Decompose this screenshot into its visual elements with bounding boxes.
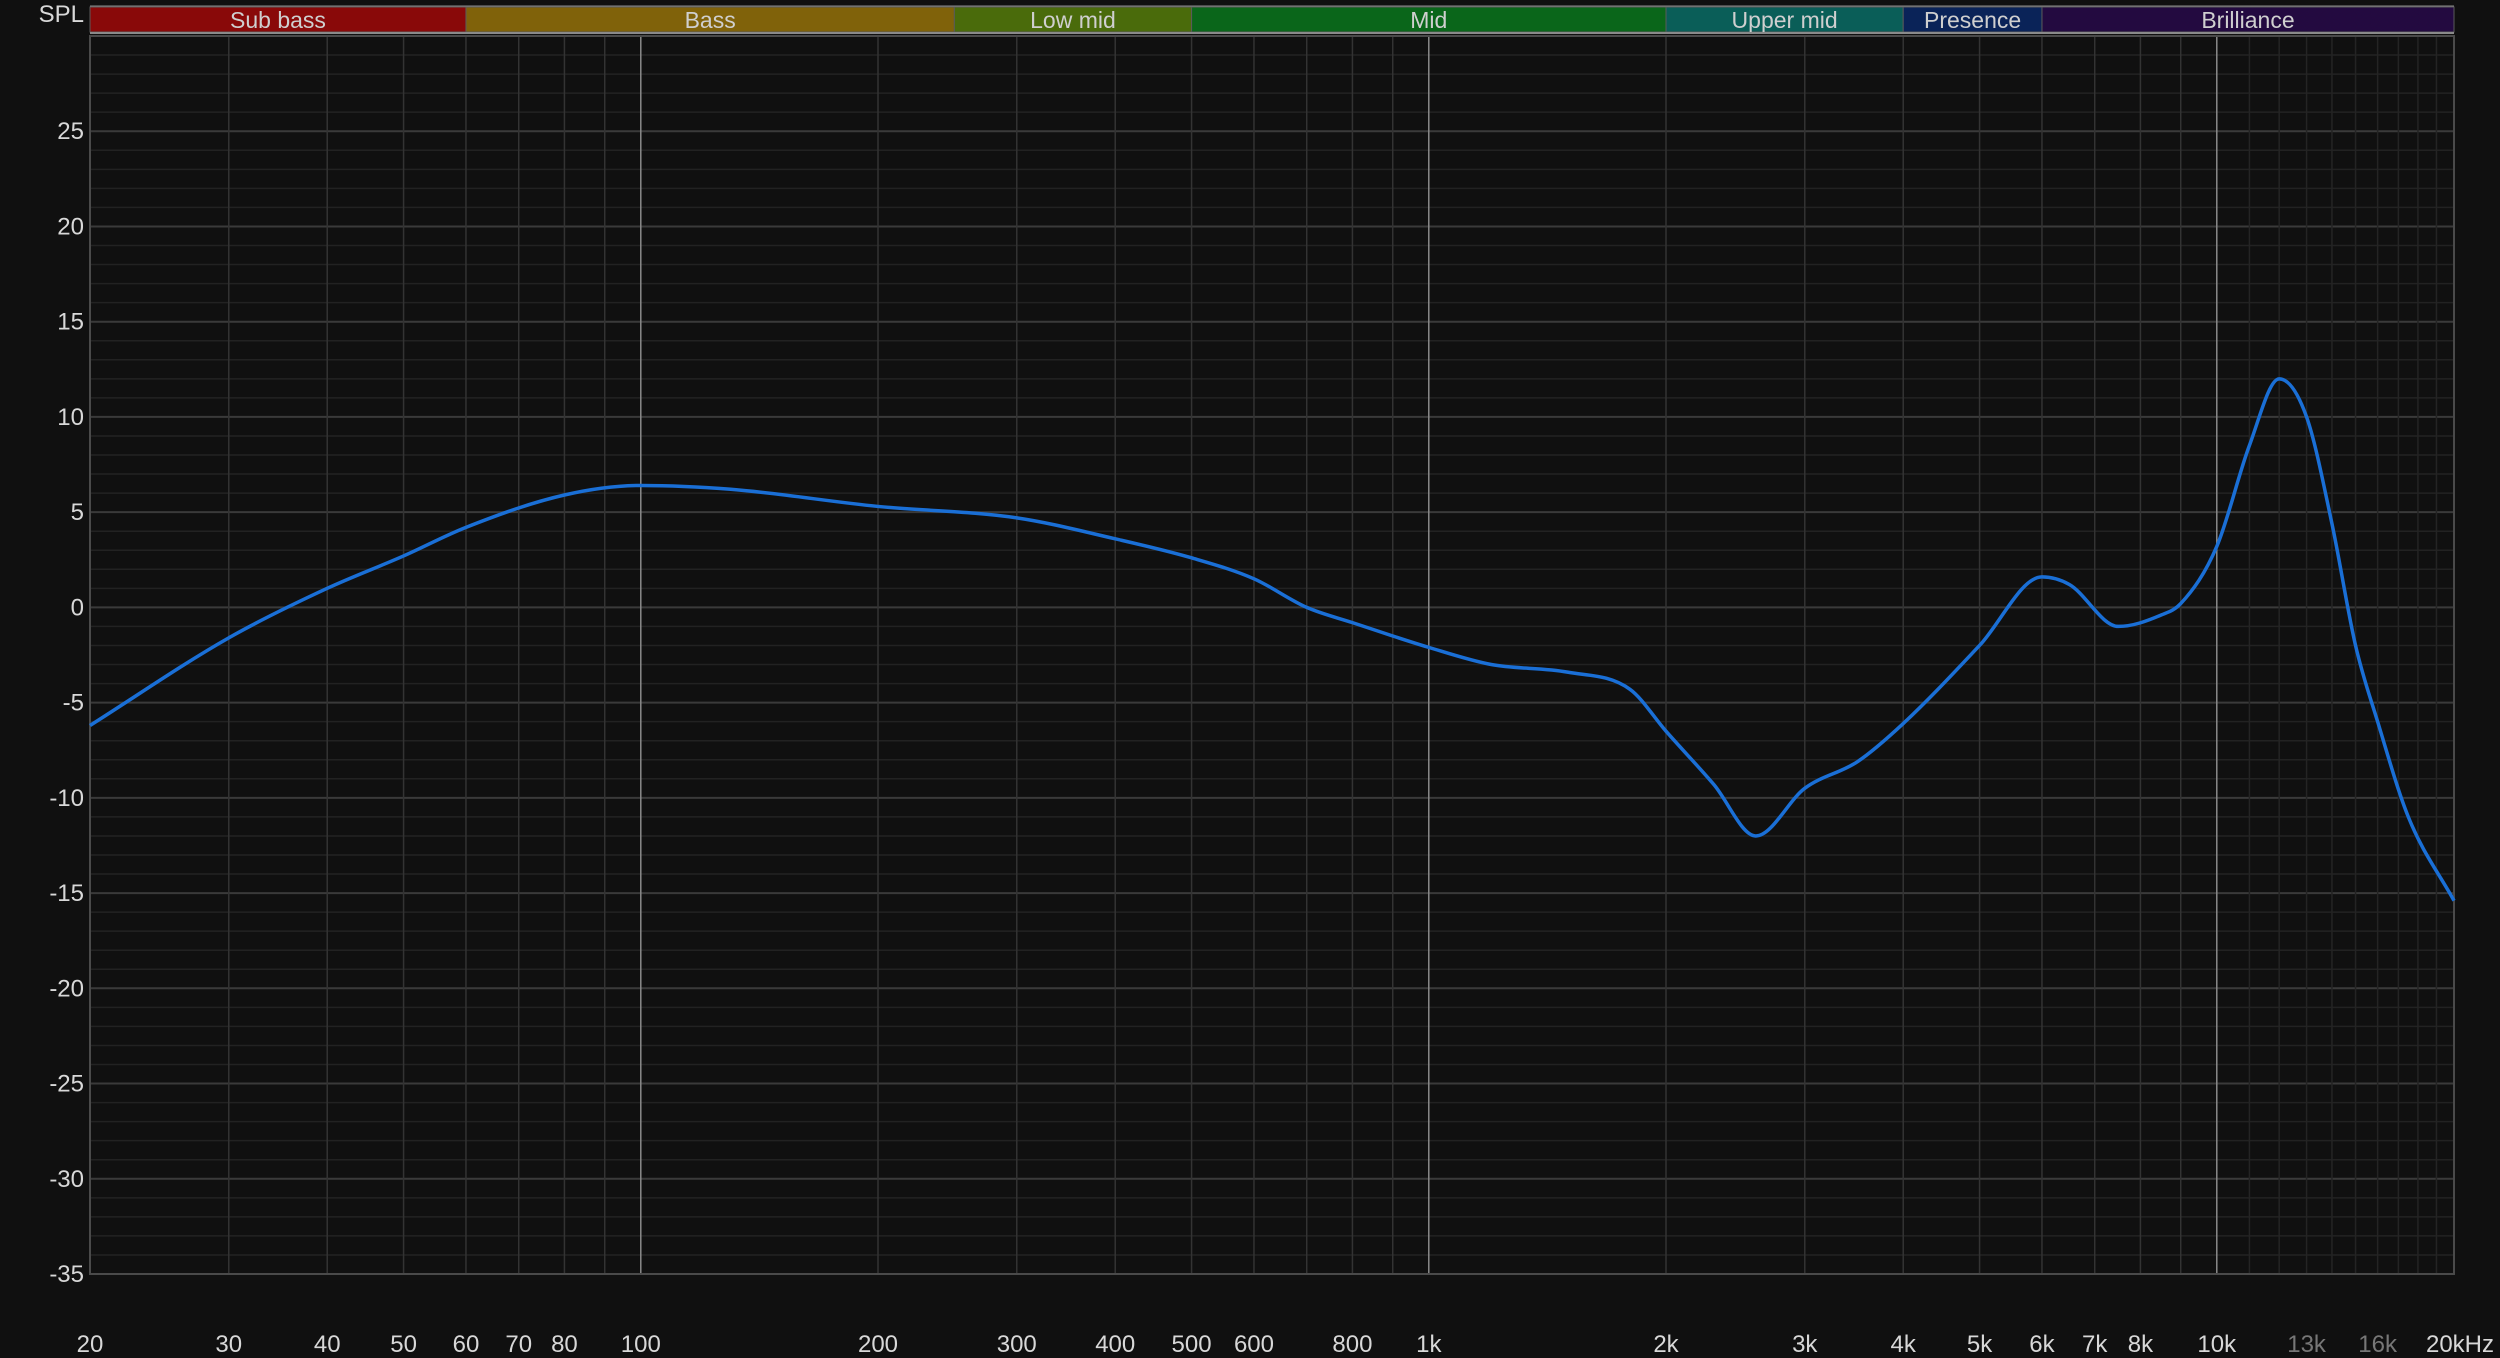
y-tick-label: 20: [57, 213, 84, 240]
y-tick-label: -35: [49, 1261, 84, 1288]
x-tick-label: 500: [1172, 1331, 1212, 1358]
x-tick-label: 1k: [1416, 1331, 1442, 1358]
y-tick-label: -25: [49, 1071, 84, 1098]
grid: [89, 35, 2455, 1275]
x-tick-label: 70: [505, 1331, 532, 1358]
band-brilliance: [2041, 6, 2455, 33]
y-tick-label: 5: [71, 499, 84, 526]
x-tick-label: 16k: [2358, 1331, 2398, 1358]
y-axis-labels: 25 20 15 10 5 0 -5 -10 -15 -20 -25 -30 -35: [49, 118, 84, 1288]
x-tick-label: 7k: [2082, 1331, 2108, 1358]
series-line: [89, 377, 2456, 902]
frequency-bands: Sub bass Bass Low mid Mid Upper mid Presence B…: [89, 5, 2455, 34]
x-axis-labels: 20 30 40 50 60 70 80 100 200 300 400 500 600 800 1k 2k 3…: [77, 1331, 2494, 1358]
y-tick-label: -15: [49, 880, 84, 907]
x-tick-label: 3k: [1792, 1331, 1818, 1358]
plot-border: [89, 35, 2455, 1275]
x-tick-label: 80: [551, 1331, 578, 1358]
x-tick-label: 20kHz: [2426, 1331, 2494, 1358]
band-label: Presence: [1924, 7, 2021, 33]
band-label: Sub bass: [230, 7, 326, 33]
x-tick-label: 400: [1095, 1331, 1135, 1358]
x-tick-label: 30: [215, 1331, 242, 1358]
y-tick-label: -10: [49, 785, 84, 812]
x-tick-label: 100: [621, 1331, 661, 1358]
y-tick-label: -20: [49, 975, 84, 1002]
x-tick-label: 800: [1332, 1331, 1372, 1358]
x-tick-label: 10k: [2197, 1331, 2237, 1358]
band-presence: [1902, 6, 2043, 33]
band-bass: [465, 6, 955, 33]
x-tick-label: 13k: [2287, 1331, 2327, 1358]
x-tick-label: 8k: [2128, 1331, 2154, 1358]
x-tick-label: 6k: [2029, 1331, 2055, 1358]
x-tick-label: 200: [858, 1331, 898, 1358]
y-tick-label: 15: [57, 309, 84, 336]
band-label: Mid: [1410, 7, 1447, 33]
x-tick-label: 20: [77, 1331, 104, 1358]
x-tick-label: 40: [314, 1331, 341, 1358]
y-tick-label: -5: [63, 690, 84, 717]
band-label: Upper mid: [1732, 7, 1838, 33]
x-tick-label: 4k: [1891, 1331, 1917, 1358]
y-tick-label: 25: [57, 118, 84, 145]
y-axis-title: SPL: [39, 1, 84, 28]
x-tick-label: 50: [390, 1331, 417, 1358]
y-tick-label: -30: [49, 1166, 84, 1193]
x-tick-label: 600: [1234, 1331, 1274, 1358]
y-tick-label: 10: [57, 404, 84, 431]
x-tick-label: 60: [453, 1331, 480, 1358]
y-tick-label: 0: [71, 594, 84, 621]
band-label: Bass: [685, 7, 736, 33]
x-tick-label: 300: [997, 1331, 1037, 1358]
x-tick-label: 5k: [1967, 1331, 1993, 1358]
band-label: Low mid: [1030, 7, 1116, 33]
x-tick-label: 2k: [1653, 1331, 1679, 1358]
band-label: Brilliance: [2201, 7, 2294, 33]
series: [89, 377, 2456, 902]
